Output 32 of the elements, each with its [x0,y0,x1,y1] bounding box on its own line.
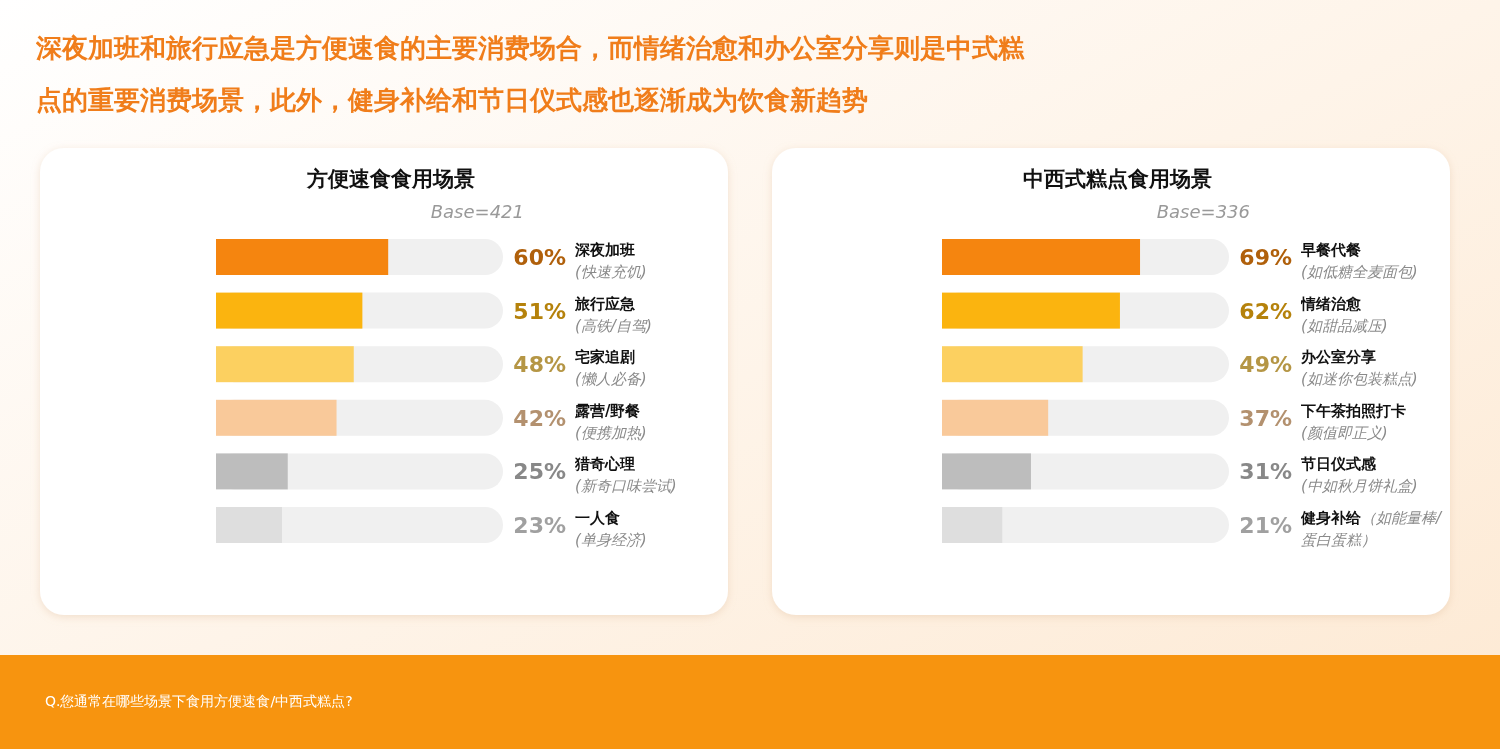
data-label: 25% [513,459,566,485]
text: 深夜加班和旅行应急是方便速食的主要消费场合，而情绪治愈和办公室分享则是中式糕点的重要消费场景，此外，健身补给和节日仪式感也逐渐成为饮食新趋势 [36,32,1026,117]
y-tick-label: 下午茶拍照打卡 (颜值即正义) [1301,401,1406,442]
data-label: 21% [1239,513,1292,538]
chart-subtitle: Base=421 [430,201,524,222]
y-tick-label: 一人食 (单身经济) [575,509,647,549]
y-tick-label: 旅行应急 (高铁/自驾) [575,294,652,335]
y-tick-label: 情绪治愈 (如甜品减压) [1301,294,1388,335]
data-label: 51% [513,298,566,324]
data-label: 23% [513,513,566,538]
y-tick-label: 健身补给（如能量棒/蛋白蛋糕） [1301,509,1442,549]
data-label: 60% [513,245,566,270]
chart-subtitle: Base=336 [1156,201,1250,222]
y-tick-label: 节日仪式感 (中如秋月饼礼盒) [1301,455,1418,496]
y-tick-label: 深夜加班 (快速充饥) [575,241,647,281]
data-label: 62% [1239,298,1292,324]
y-tick-label: 早餐代餐 (如低糖全麦面包) [1301,241,1418,281]
y-tick-label: 宅家追剧 (懒人必备) [575,348,647,389]
data-label: 49% [1239,352,1292,378]
y-tick-label: 猎奇心理 (新奇口味尝试) [575,455,677,496]
y-tick-label: 办公室分享 (如迷你包装糕点) [1301,348,1418,389]
data-label: 42% [513,405,566,431]
data-label: 37% [1239,405,1292,431]
chart-title: 中西式糕点食用场景 [1022,167,1212,191]
y-tick-label: 露营/野餐 (便携加热) [575,401,647,442]
chart-title: 方便速食食用场景 [306,167,475,191]
data-label: 69% [1239,245,1292,270]
data-label: 31% [1239,459,1292,485]
bar [216,507,283,543]
text: Q.您通常在哪些场景下食用方便速食/中西式糕点? [45,693,353,709]
bar [942,507,1003,543]
data-label: 48% [513,352,566,378]
